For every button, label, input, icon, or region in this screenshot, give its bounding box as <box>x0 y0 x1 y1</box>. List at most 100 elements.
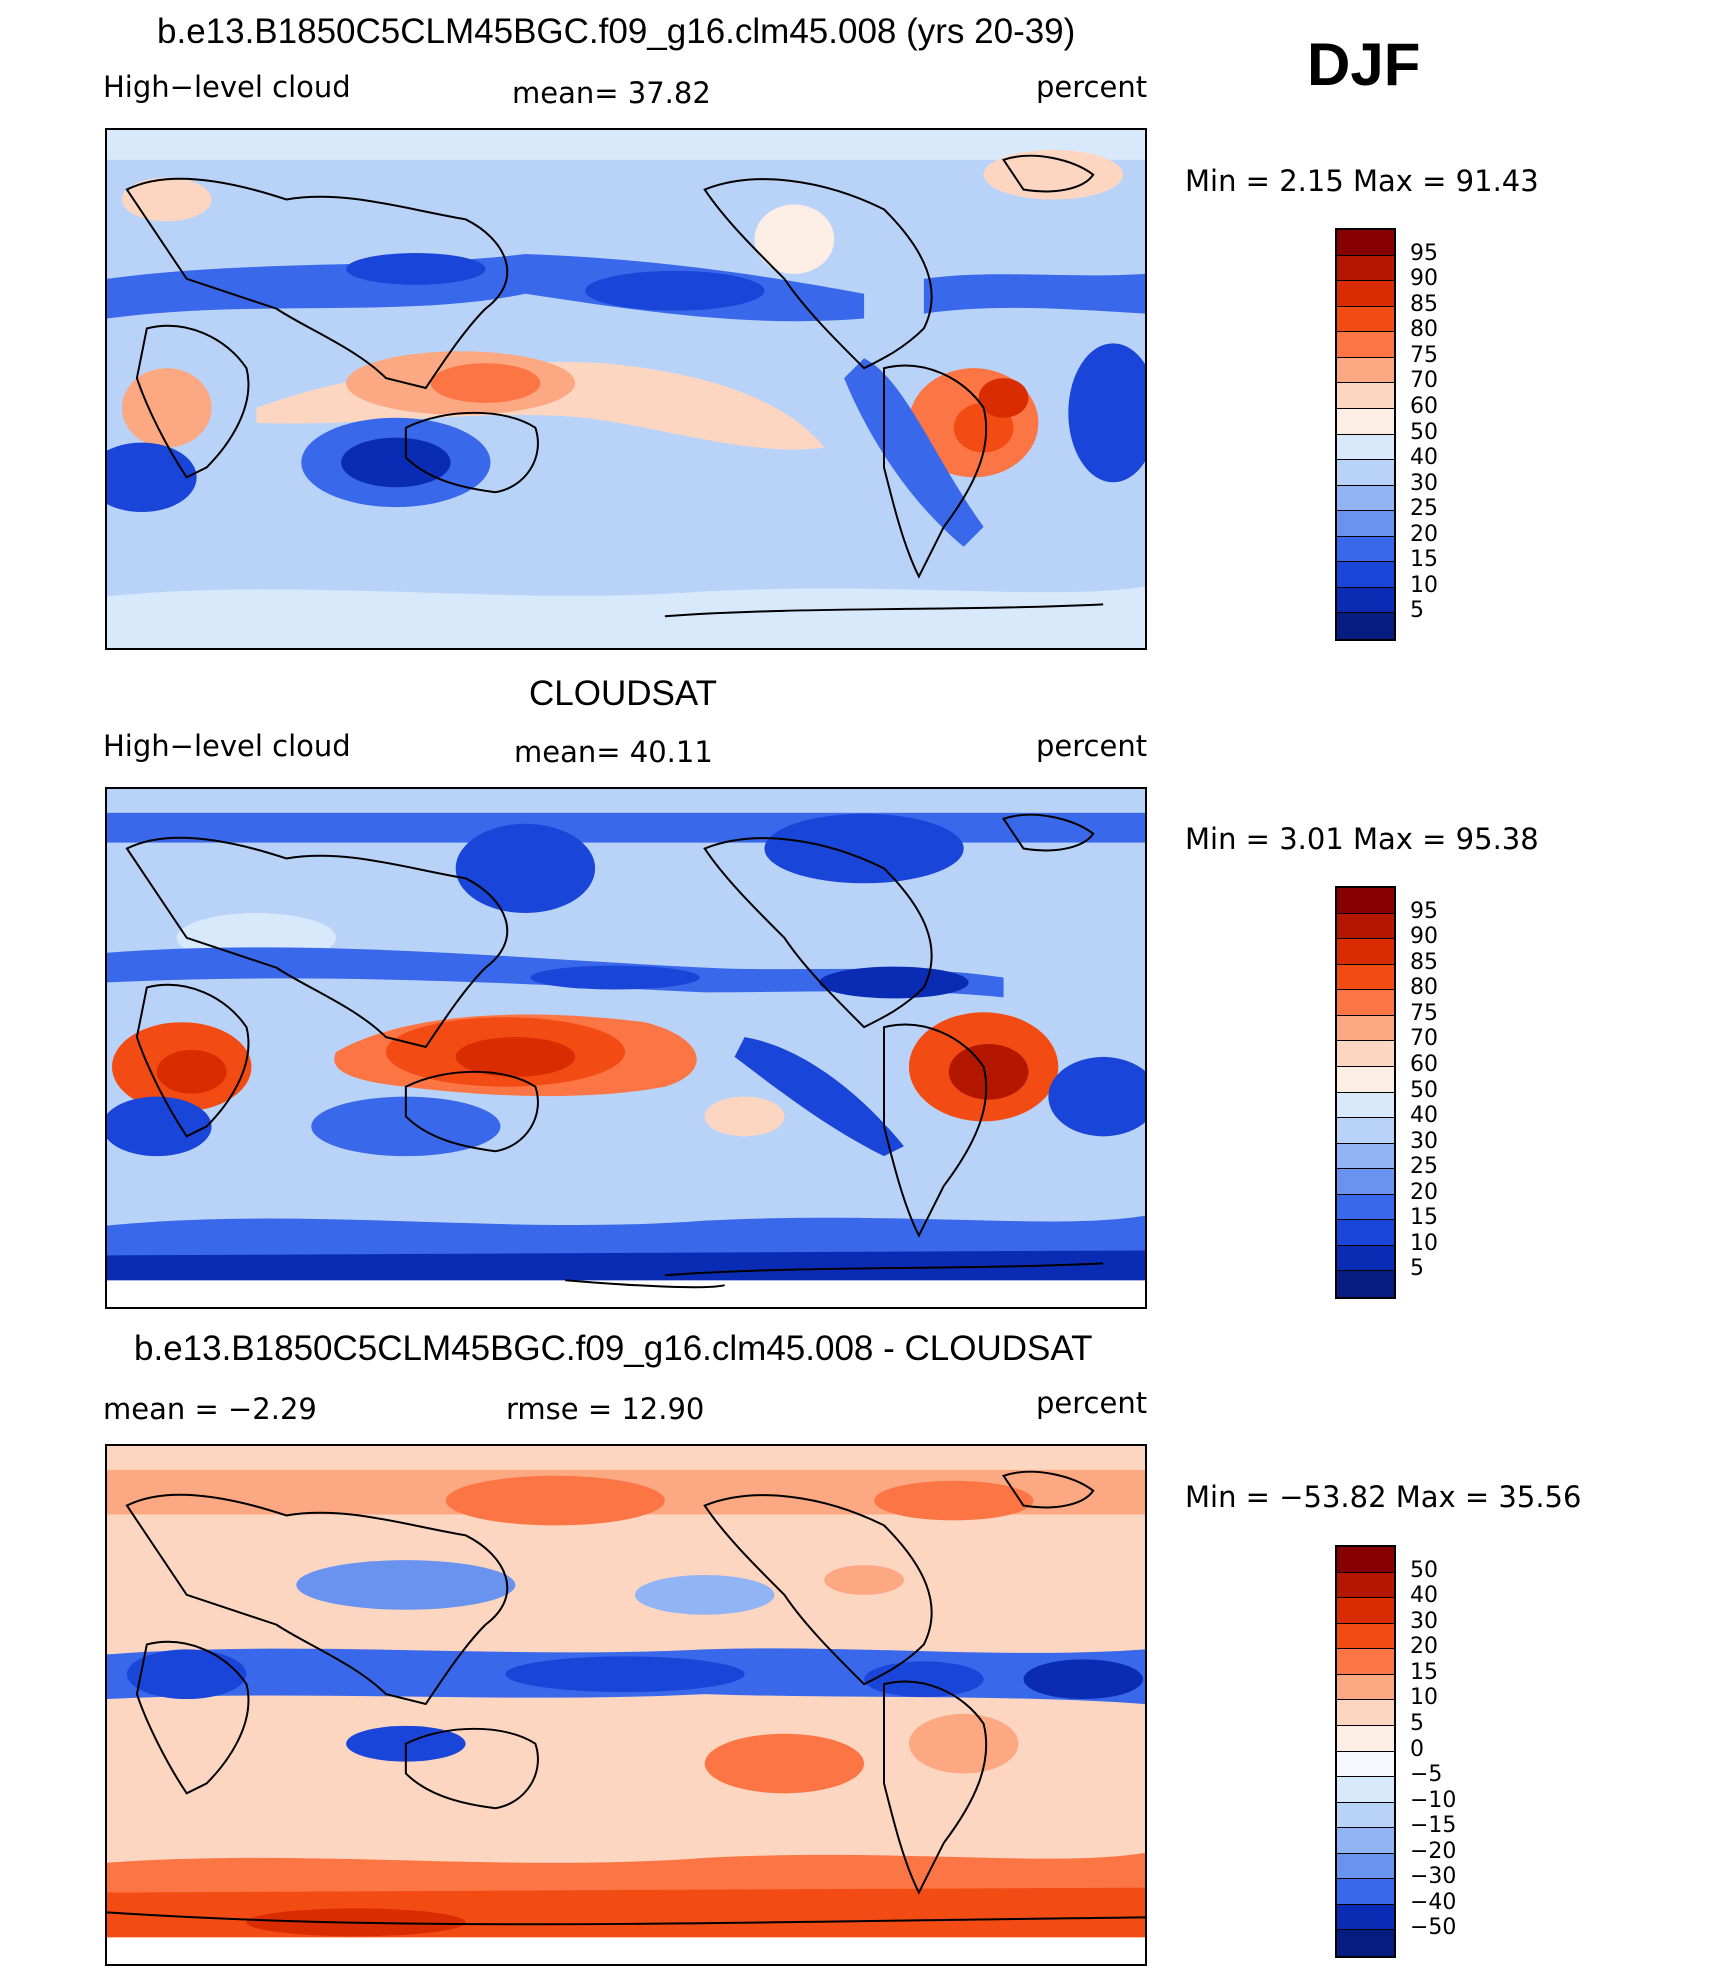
colorbar-swatch <box>1337 1751 1394 1778</box>
panel1-title: b.e13.B1850C5CLM45BGC.f09_g16.clm45.008 … <box>157 12 1076 51</box>
colorbar-label: 5 <box>1410 1256 1424 1282</box>
colorbar-label: −20 <box>1410 1838 1457 1864</box>
colorbar-swatch <box>1337 1572 1394 1599</box>
colorbar-label: 80 <box>1410 317 1438 343</box>
colorbar-label: 95 <box>1410 898 1438 924</box>
colorbar-label: −40 <box>1410 1889 1457 1915</box>
panel1-variable: High−level cloud <box>103 70 351 104</box>
colorbar-label: 30 <box>1410 1128 1438 1154</box>
colorbar-label: −15 <box>1410 1813 1457 1839</box>
colorbar-swatch <box>1337 434 1394 461</box>
colorbar-swatch <box>1337 485 1394 512</box>
colorbar-swatch <box>1337 1220 1394 1246</box>
colorbar-label: 40 <box>1410 1583 1438 1609</box>
panel2-colorbar <box>1335 886 1396 1299</box>
colorbar-swatch <box>1337 964 1394 991</box>
colorbar-swatch <box>1337 1143 1394 1170</box>
panel1-colorbar <box>1335 228 1396 641</box>
colorbar-swatch <box>1337 281 1394 307</box>
colorbar-label: 5 <box>1410 1710 1424 1736</box>
colorbar-swatch <box>1337 1904 1394 1931</box>
colorbar-label: 50 <box>1410 419 1438 445</box>
colorbar-label: 10 <box>1410 1230 1438 1256</box>
colorbar-swatch <box>1337 888 1394 914</box>
colorbar-label: 25 <box>1410 1154 1438 1180</box>
panel1-mean: mean= 37.82 <box>512 76 711 110</box>
colorbar-label: 20 <box>1410 521 1438 547</box>
colorbar-label: 75 <box>1410 1000 1438 1026</box>
panel2-variable: High−level cloud <box>103 729 351 763</box>
colorbar-label: 75 <box>1410 342 1438 368</box>
colorbar-swatch <box>1337 1700 1394 1726</box>
colorbar-swatch <box>1337 306 1394 333</box>
panel1-minmax: Min = 2.15 Max = 91.43 <box>1185 164 1539 198</box>
colorbar-swatch <box>1337 1725 1394 1752</box>
colorbar-label: 85 <box>1410 291 1438 317</box>
colorbar-swatch <box>1337 1777 1394 1803</box>
colorbar-swatch <box>1337 1066 1394 1093</box>
colorbar-label: 30 <box>1410 1608 1438 1634</box>
colorbar-swatch <box>1337 1169 1394 1195</box>
season-label: DJF <box>1307 31 1421 98</box>
colorbar-label: 15 <box>1410 1205 1438 1231</box>
colorbar-swatch <box>1337 1118 1394 1144</box>
colorbar-label: 60 <box>1410 393 1438 419</box>
colorbar-swatch <box>1337 357 1394 384</box>
colorbar-label: 20 <box>1410 1634 1438 1660</box>
panel3-map <box>105 1444 1147 1966</box>
colorbar-swatch <box>1337 613 1394 639</box>
colorbar-swatch <box>1337 255 1394 282</box>
colorbar-label: 25 <box>1410 496 1438 522</box>
colorbar-label: 30 <box>1410 470 1438 496</box>
colorbar-label: −10 <box>1410 1787 1457 1813</box>
colorbar-swatch <box>1337 1245 1394 1272</box>
colorbar-swatch <box>1337 1853 1394 1880</box>
colorbar-swatch <box>1337 1828 1394 1854</box>
colorbar-label: 50 <box>1410 1557 1438 1583</box>
colorbar-swatch <box>1337 1930 1394 1956</box>
panel3-title: b.e13.B1850C5CLM45BGC.f09_g16.clm45.008 … <box>134 1329 1093 1368</box>
colorbar-swatch <box>1337 230 1394 256</box>
panel2-title: CLOUDSAT <box>529 674 717 713</box>
colorbar-label: 90 <box>1410 266 1438 292</box>
colorbar-label: 50 <box>1410 1077 1438 1103</box>
panel2-mean: mean= 40.11 <box>514 735 713 769</box>
colorbar-swatch <box>1337 913 1394 940</box>
colorbar-swatch <box>1337 383 1394 409</box>
colorbar-label: 15 <box>1410 1659 1438 1685</box>
colorbar-label: −5 <box>1410 1762 1443 1788</box>
colorbar-swatch <box>1337 1041 1394 1067</box>
colorbar-swatch <box>1337 1623 1394 1650</box>
colorbar-label: 10 <box>1410 572 1438 598</box>
colorbar-swatch <box>1337 587 1394 614</box>
colorbar-swatch <box>1337 511 1394 537</box>
panel1-map <box>105 128 1147 650</box>
colorbar-swatch <box>1337 1547 1394 1573</box>
colorbar-swatch <box>1337 1015 1394 1042</box>
colorbar-swatch <box>1337 460 1394 486</box>
colorbar-swatch <box>1337 1194 1394 1221</box>
panel2-units: percent <box>1036 729 1148 763</box>
colorbar-label: 15 <box>1410 547 1438 573</box>
colorbar-swatch <box>1337 332 1394 358</box>
panel3-colorbar <box>1335 1545 1396 1958</box>
panel1-units: percent <box>1036 70 1148 104</box>
colorbar-swatch <box>1337 1879 1394 1905</box>
colorbar-swatch <box>1337 939 1394 965</box>
colorbar-label: 85 <box>1410 949 1438 975</box>
colorbar-label: 40 <box>1410 445 1438 471</box>
colorbar-label: 20 <box>1410 1179 1438 1205</box>
panel3-mean: mean = −2.29 <box>103 1392 317 1426</box>
colorbar-swatch <box>1337 1598 1394 1624</box>
colorbar-swatch <box>1337 1271 1394 1297</box>
colorbar-swatch <box>1337 990 1394 1016</box>
colorbar-swatch <box>1337 1802 1394 1829</box>
colorbar-label: 70 <box>1410 1026 1438 1052</box>
panel3-units: percent <box>1036 1386 1148 1420</box>
colorbar-label: 10 <box>1410 1685 1438 1711</box>
colorbar-swatch <box>1337 1674 1394 1701</box>
colorbar-label: 60 <box>1410 1051 1438 1077</box>
colorbar-label: −30 <box>1410 1864 1457 1890</box>
colorbar-label: 95 <box>1410 240 1438 266</box>
colorbar-label: 0 <box>1410 1736 1424 1762</box>
